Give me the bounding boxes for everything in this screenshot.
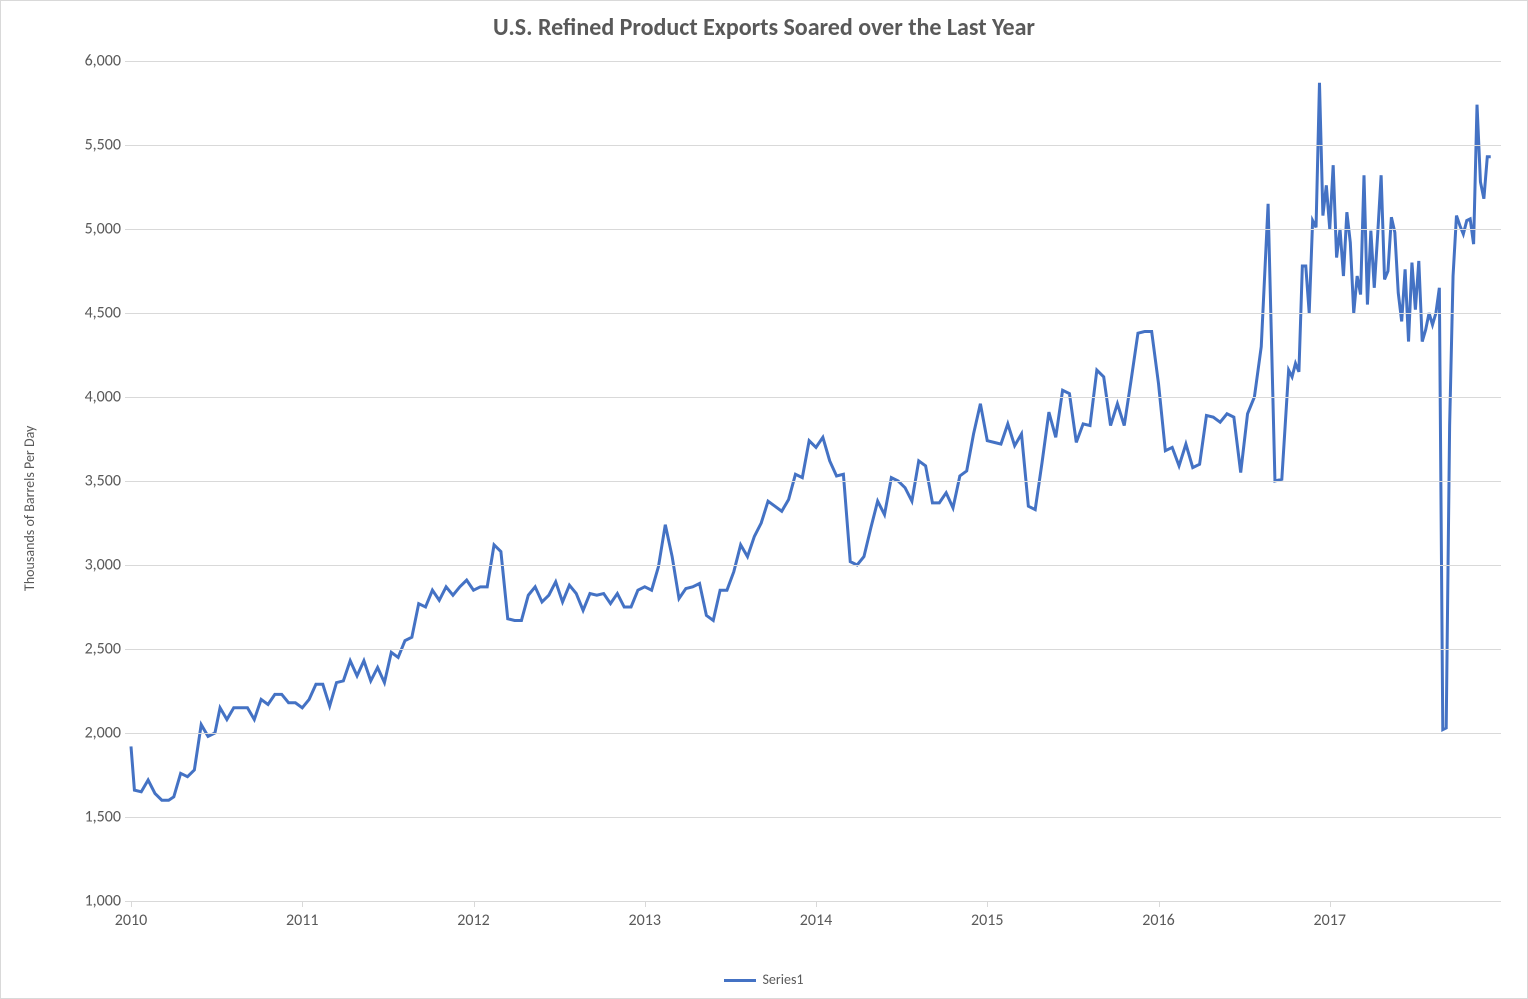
legend-swatch	[724, 979, 756, 982]
x-tick	[1159, 901, 1160, 907]
y-tick	[125, 397, 131, 398]
y-tick-label: 1,000	[85, 892, 121, 911]
x-tick	[131, 901, 132, 907]
y-tick	[125, 61, 131, 62]
y-tick-label: 4,500	[85, 304, 121, 323]
legend: Series1	[1, 971, 1527, 988]
grid-line	[131, 481, 1501, 482]
y-tick	[125, 313, 131, 314]
x-tick	[1330, 901, 1331, 907]
x-tick-label: 2011	[286, 911, 318, 930]
chart-title: U.S. Refined Product Exports Soared over…	[1, 13, 1527, 42]
grid-line	[131, 565, 1501, 566]
legend-label: Series1	[762, 971, 803, 988]
y-tick-label: 3,500	[85, 472, 121, 491]
x-tick-label: 2015	[971, 911, 1003, 930]
x-tick	[645, 901, 646, 907]
x-tick-label: 2013	[629, 911, 661, 930]
x-tick	[987, 901, 988, 907]
grid-line	[131, 313, 1501, 314]
y-tick-label: 1,500	[85, 808, 121, 827]
y-tick	[125, 733, 131, 734]
x-tick-label: 2016	[1142, 911, 1174, 930]
x-tick	[302, 901, 303, 907]
y-tick	[125, 481, 131, 482]
y-tick-label: 2,000	[85, 724, 121, 743]
y-tick-label: 3,000	[85, 556, 121, 575]
y-tick-label: 4,000	[85, 388, 121, 407]
y-tick	[125, 229, 131, 230]
y-tick-label: 5,500	[85, 136, 121, 155]
y-tick	[125, 649, 131, 650]
x-tick-label: 2017	[1314, 911, 1346, 930]
grid-line	[131, 733, 1501, 734]
y-axis-title: Thousands of Barrels Per Day	[21, 426, 38, 591]
x-tick-label: 2012	[457, 911, 489, 930]
y-tick-label: 5,000	[85, 220, 121, 239]
y-tick	[125, 145, 131, 146]
grid-line	[131, 145, 1501, 146]
x-tick	[474, 901, 475, 907]
y-tick-label: 2,500	[85, 640, 121, 659]
grid-line	[131, 397, 1501, 398]
grid-line	[131, 61, 1501, 62]
x-tick-label: 2014	[800, 911, 832, 930]
y-tick	[125, 565, 131, 566]
grid-line	[131, 649, 1501, 650]
grid-line	[131, 229, 1501, 230]
y-tick-label: 6,000	[85, 52, 121, 71]
plot-area: 1,0001,5002,0002,5003,0003,5004,0004,500…	[131, 61, 1501, 901]
chart-container: U.S. Refined Product Exports Soared over…	[0, 0, 1528, 999]
x-tick-label: 2010	[115, 911, 147, 930]
x-tick	[816, 901, 817, 907]
series-line	[131, 83, 1491, 800]
y-tick	[125, 817, 131, 818]
grid-line	[131, 817, 1501, 818]
